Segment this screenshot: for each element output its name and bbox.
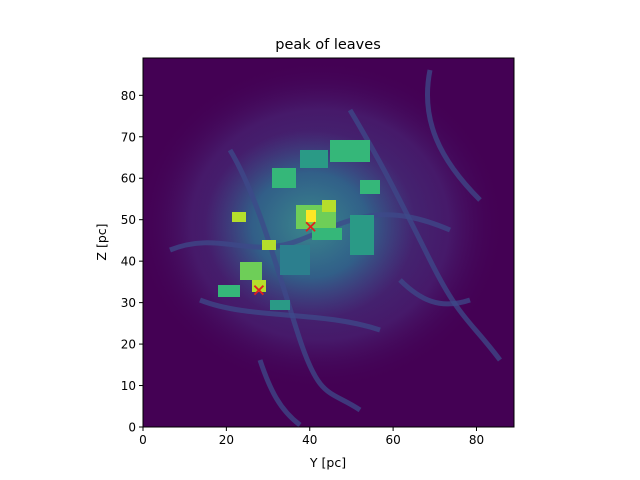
- x-tick-label: 20: [219, 433, 234, 447]
- axes-frame: [142, 57, 515, 428]
- heatmap-cells: [218, 140, 380, 310]
- x-axis: 0 20 40 60 80: [139, 427, 484, 447]
- y-tick-label: 30: [121, 296, 136, 310]
- peak-markers: [253, 221, 316, 296]
- peak-marker-stroke: [253, 285, 265, 296]
- plot-area: [142, 57, 515, 428]
- x-tick-label: 60: [385, 433, 400, 447]
- x-tick-label: 80: [469, 433, 484, 447]
- peak-marker: [253, 285, 265, 296]
- peak-marker-stroke: [305, 221, 316, 232]
- x-tick-label: 40: [302, 433, 317, 447]
- peak-marker: [305, 221, 316, 232]
- x-tick-label: 0: [139, 433, 147, 447]
- y-axis-label: Z [pc]: [94, 223, 109, 260]
- y-tick-label: 40: [121, 255, 136, 269]
- y-axis: 0 10 20 30 40 50 60 70 80: [121, 89, 143, 435]
- heatmap-filaments: [169, 69, 502, 427]
- y-tick-label: 80: [121, 89, 136, 103]
- chart-title: peak of leaves: [275, 37, 381, 53]
- y-tick-label: 50: [121, 213, 136, 227]
- y-tick-label: 20: [121, 338, 136, 352]
- x-axis-label: Y [pc]: [309, 455, 346, 470]
- y-tick-label: 70: [121, 130, 136, 144]
- y-tick-label: 60: [121, 172, 136, 186]
- y-tick-label: 10: [121, 379, 136, 393]
- y-tick-label: 0: [128, 421, 136, 435]
- heatmap-image: [143, 60, 505, 427]
